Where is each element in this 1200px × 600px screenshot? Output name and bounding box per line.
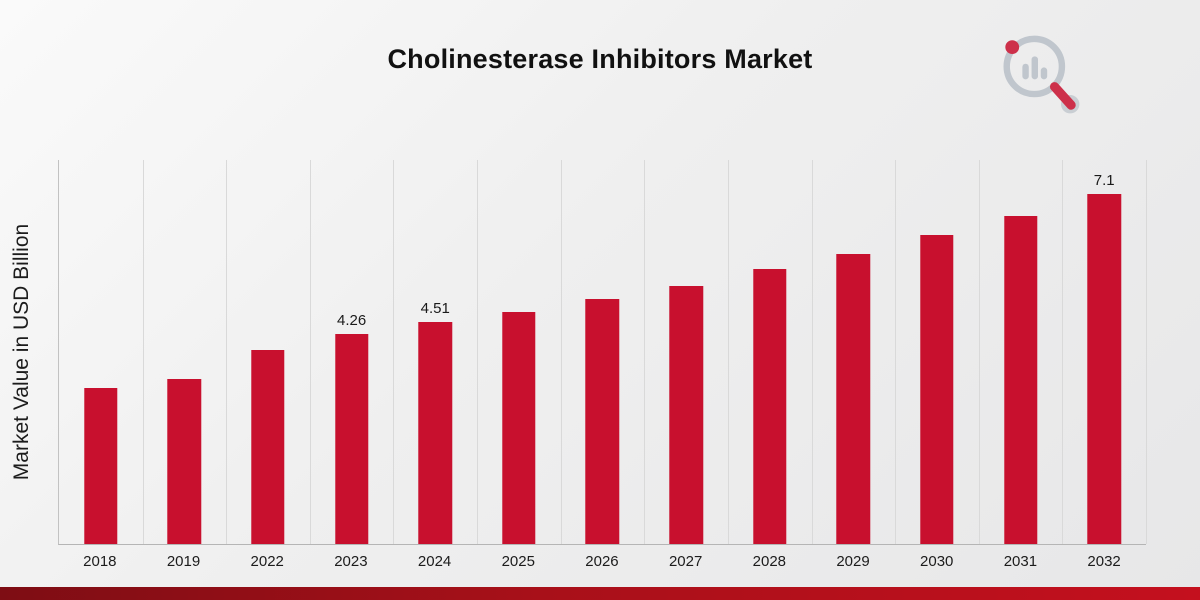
bar xyxy=(167,379,202,544)
bar-column xyxy=(226,160,310,544)
bar xyxy=(753,269,787,544)
bar xyxy=(334,334,369,544)
footer-accent-bar xyxy=(0,587,1200,600)
bar-column xyxy=(812,160,896,544)
x-tick-label: 2026 xyxy=(585,553,619,570)
x-tick-label: 2027 xyxy=(668,553,703,570)
gridline xyxy=(1062,160,1064,544)
logo-bar-1 xyxy=(1022,63,1029,80)
logo-bar-3 xyxy=(1040,67,1048,80)
bar-column xyxy=(477,160,561,544)
x-tick-label: 2018 xyxy=(83,553,117,570)
x-tick-label: 2022 xyxy=(250,553,284,570)
bar xyxy=(251,349,285,544)
x-axis: 2018 2019 2022 2023 2024 2025 2026 2027 2028 2029… xyxy=(58,553,1146,570)
gridline xyxy=(477,160,479,544)
x-tick-label: 2025 xyxy=(501,553,535,570)
gridline xyxy=(727,160,729,544)
logo-ring xyxy=(1003,35,1066,98)
gridline xyxy=(393,160,395,544)
bar-column xyxy=(143,160,227,544)
gridline xyxy=(309,160,311,544)
logo-bar-2 xyxy=(1031,56,1038,80)
gridline xyxy=(978,160,980,544)
gridline xyxy=(811,160,813,544)
gridline xyxy=(1146,160,1147,544)
bar-value-label: 4.26 xyxy=(337,312,367,330)
gridline xyxy=(226,160,228,544)
bar-column: 4.26 xyxy=(310,160,394,544)
bar xyxy=(418,321,452,544)
bar-value-label: 7.1 xyxy=(1093,172,1115,190)
bar-column: 7.1 xyxy=(1062,160,1146,544)
x-tick-label: 2031 xyxy=(1003,553,1038,570)
bar xyxy=(836,253,871,544)
bar xyxy=(1087,194,1121,544)
gridline xyxy=(560,160,562,544)
gridline xyxy=(142,160,144,544)
bar xyxy=(1003,216,1038,544)
logo-red-dot xyxy=(1005,40,1020,55)
bar-column xyxy=(728,160,812,544)
x-tick-label: 2028 xyxy=(752,553,787,570)
gridline xyxy=(895,160,897,544)
bar-column xyxy=(979,160,1063,544)
plot-area: 4.26 4.51 7.1 xyxy=(58,160,1147,545)
chart-title: Cholinesterase Inhibitors Market xyxy=(387,44,813,74)
bar-column xyxy=(561,160,645,544)
bar xyxy=(502,311,536,544)
x-tick-label: 2019 xyxy=(166,553,201,570)
bar-chart-magnifier-logo xyxy=(1003,35,1080,114)
bar xyxy=(920,234,954,544)
bar xyxy=(84,387,118,544)
y-axis-label: Market Value in USD Billion xyxy=(10,223,33,481)
bar-column xyxy=(895,160,979,544)
gridline xyxy=(644,160,646,544)
bar xyxy=(585,298,620,544)
x-tick-label: 2029 xyxy=(836,553,870,570)
x-tick-label: 2023 xyxy=(334,553,368,570)
logo-magnifier-handle xyxy=(1049,82,1076,110)
chart-plot: 4.26 4.51 7.1 xyxy=(58,160,1147,545)
x-tick-label: 2024 xyxy=(417,553,452,570)
bar-value-label: 4.51 xyxy=(420,299,450,317)
bar-column xyxy=(59,160,143,544)
x-tick-label: 2030 xyxy=(920,553,954,570)
bar-column: 4.51 xyxy=(393,160,477,544)
bar xyxy=(669,285,703,544)
bar-column xyxy=(644,160,728,544)
x-tick-label: 2032 xyxy=(1087,553,1121,570)
